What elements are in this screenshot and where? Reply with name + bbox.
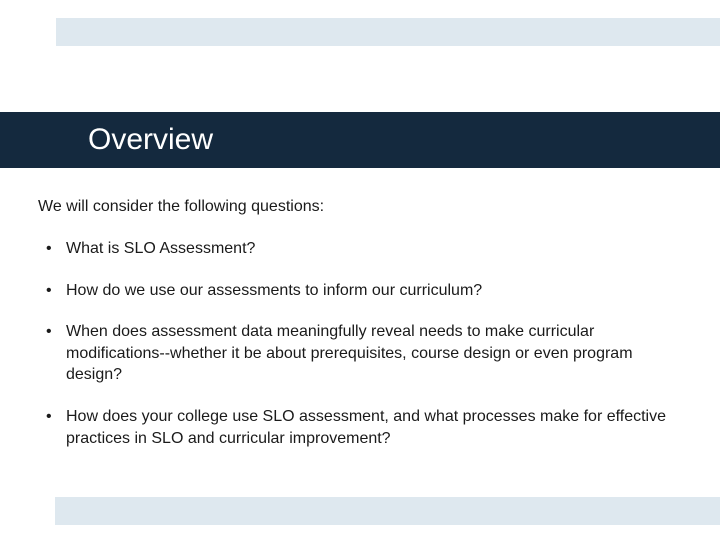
title-bar: Overview (0, 112, 720, 168)
content-area: We will consider the following questions… (38, 198, 678, 469)
top-accent-bar (56, 18, 720, 46)
list-item: How does your college use SLO assessment… (38, 406, 678, 449)
list-item: What is SLO Assessment? (38, 238, 678, 260)
intro-text: We will consider the following questions… (38, 198, 678, 216)
bottom-accent-bar (55, 497, 720, 525)
list-item: When does assessment data meaningfully r… (38, 321, 678, 386)
slide-title: Overview (88, 123, 213, 157)
list-item: How do we use our assessments to inform … (38, 280, 678, 302)
bullet-list: What is SLO Assessment? How do we use ou… (38, 238, 678, 449)
